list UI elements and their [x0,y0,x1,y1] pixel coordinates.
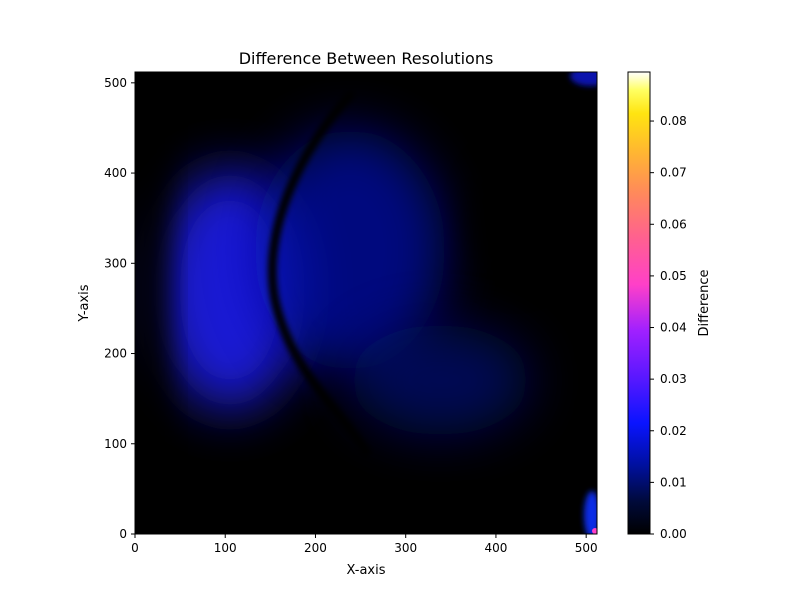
colorbar-tick-label: 0.07 [660,166,687,180]
colorbar-tick-label: 0.01 [660,475,687,489]
heatmap-bottom-right-corner-glow [584,491,597,534]
y-axis-ticks: 0 100 200 300 400 500 [104,76,135,541]
heatmap-bottom-edge-dark-band [135,500,597,534]
heatmap-top-right-corner-glow [570,72,597,86]
heatmap-bottom-right-corner-spike [592,528,597,534]
plot-frame [134,71,598,535]
colorbar-tick-label: 0.05 [660,269,687,283]
x-tick-label: 100 [214,541,237,555]
heatmap-zero-difference-ridge [267,90,371,457]
colorbar-label: Difference [697,269,712,336]
colorbar-ticks: 0.00 0.01 0.02 0.03 0.04 0.05 0.06 0.07 0.08 [650,114,687,541]
y-tick-label: 200 [104,347,127,361]
chart-title: Difference Between Resolutions [239,49,494,68]
colorbar [627,71,651,535]
colorbar-tick-label: 0.04 [660,321,687,335]
heatmap-central-glow [255,130,445,370]
x-tick-label: 200 [304,541,327,555]
x-tick-label: 500 [575,541,598,555]
y-axis-label: Y-axis [77,284,92,322]
x-tick-label: 400 [484,541,507,555]
x-tick-label: 0 [131,541,139,555]
heatmap-left-edge-dark-band [135,72,168,534]
colorbar-tick-label: 0.00 [660,527,687,541]
heatmap-lower-glow [350,325,530,435]
y-tick-label: 500 [104,76,127,90]
x-axis-ticks: 0 100 200 300 400 500 [131,534,598,555]
colorbar-tick-label: 0.02 [660,424,687,438]
heatmap-image [135,72,597,534]
x-axis-label: X-axis [347,563,386,578]
y-tick-label: 100 [104,437,127,451]
y-tick-label: 300 [104,256,127,270]
y-tick-label: 0 [119,527,127,541]
colorbar-tick-label: 0.06 [660,217,687,231]
colorbar-tick-label: 0.08 [660,114,687,128]
colorbar-tick-label: 0.03 [660,372,687,386]
x-tick-label: 300 [394,541,417,555]
heatmap-upper-right-dark-swirl [470,155,560,285]
y-tick-label: 400 [104,166,127,180]
